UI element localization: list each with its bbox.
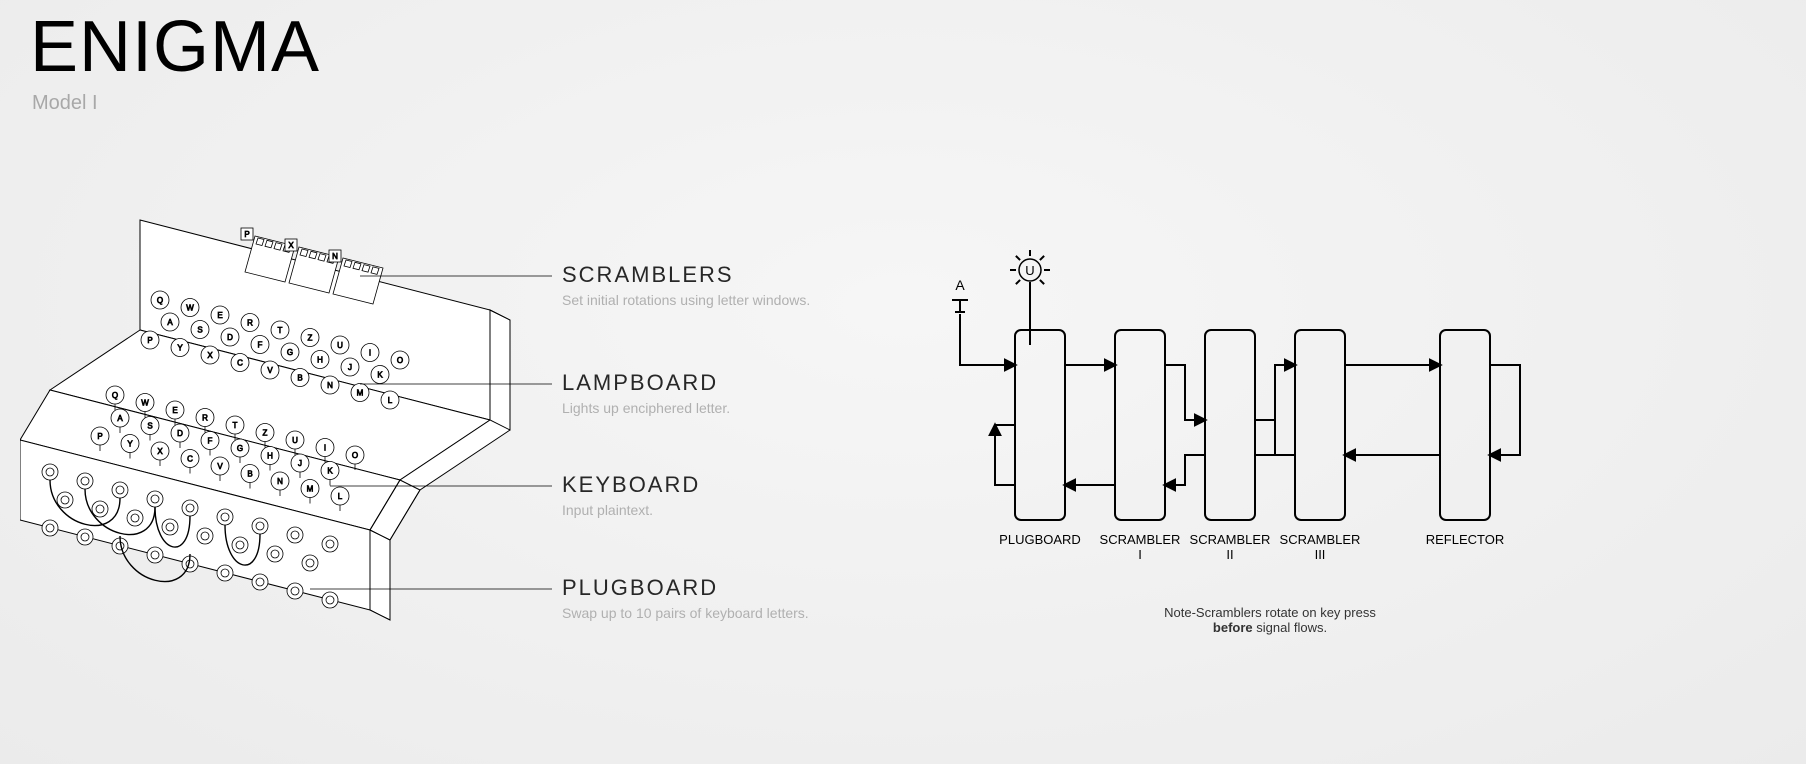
svg-text:H: H xyxy=(267,452,273,461)
svg-text:X: X xyxy=(288,241,294,250)
svg-text:P: P xyxy=(97,432,102,441)
svg-text:I: I xyxy=(324,444,326,453)
flow-note: Note-Scramblers rotate on key press befo… xyxy=(1140,605,1400,635)
svg-text:E: E xyxy=(172,406,177,415)
callout-subtitle: Swap up to 10 pairs of keyboard letters. xyxy=(562,605,809,621)
svg-text:L: L xyxy=(388,396,393,405)
svg-text:J: J xyxy=(348,363,352,372)
svg-text:N: N xyxy=(332,252,338,261)
enigma-device-illustration: P X N Q W E R T Z U I O A S D F G H J K P Y X C V B N M L Q W E R T Z U I O… xyxy=(20,150,540,670)
callout-subtitle: Set initial rotations using letter windo… xyxy=(562,292,810,308)
svg-text:G: G xyxy=(287,348,293,357)
svg-text:N: N xyxy=(277,477,283,486)
svg-text:R: R xyxy=(247,319,253,328)
page-subtitle: Model I xyxy=(32,92,98,115)
svg-text:Z: Z xyxy=(308,334,313,343)
svg-text:B: B xyxy=(247,470,252,479)
svg-text:L: L xyxy=(338,492,343,501)
svg-text:B: B xyxy=(297,374,302,383)
svg-text:V: V xyxy=(217,462,223,471)
svg-text:V: V xyxy=(267,366,273,375)
svg-text:G: G xyxy=(237,444,243,453)
callout-plugboard: PLUGBOARD Swap up to 10 pairs of keyboar… xyxy=(562,575,809,621)
flow-box-label: PLUGBOARD xyxy=(990,532,1090,547)
svg-text:P: P xyxy=(244,230,249,239)
svg-text:X: X xyxy=(157,447,163,456)
svg-text:A: A xyxy=(117,414,123,423)
svg-text:D: D xyxy=(177,429,183,438)
svg-text:E: E xyxy=(217,311,222,320)
svg-text:O: O xyxy=(352,451,358,460)
svg-text:A: A xyxy=(955,277,965,293)
svg-text:S: S xyxy=(147,422,152,431)
svg-text:T: T xyxy=(233,421,238,430)
callout-title: PLUGBOARD xyxy=(562,575,809,601)
callout-keyboard: KEYBOARD Input plaintext. xyxy=(562,472,700,518)
callout-lampboard: LAMPBOARD Lights up enciphered letter. xyxy=(562,370,730,416)
svg-text:T: T xyxy=(278,326,283,335)
svg-text:N: N xyxy=(327,381,333,390)
svg-text:W: W xyxy=(141,399,149,408)
svg-text:J: J xyxy=(298,459,302,468)
callout-title: SCRAMBLERS xyxy=(562,262,810,288)
svg-text:M: M xyxy=(307,485,314,494)
svg-text:Z: Z xyxy=(263,429,268,438)
svg-text:U: U xyxy=(292,436,298,445)
svg-text:S: S xyxy=(197,326,202,335)
svg-text:K: K xyxy=(327,467,333,476)
callout-title: LAMPBOARD xyxy=(562,370,730,396)
svg-text:Q: Q xyxy=(157,296,163,305)
callout-subtitle: Input plaintext. xyxy=(562,502,700,518)
callout-subtitle: Lights up enciphered letter. xyxy=(562,400,730,416)
svg-text:F: F xyxy=(258,341,263,350)
flow-box-label: SCRAMBLERIII xyxy=(1270,532,1370,562)
svg-text:K: K xyxy=(377,371,383,380)
flow-box-label: SCRAMBLERII xyxy=(1180,532,1280,562)
callout-title: KEYBOARD xyxy=(562,472,700,498)
svg-text:O: O xyxy=(397,356,403,365)
callout-scramblers: SCRAMBLERS Set initial rotations using l… xyxy=(562,262,810,308)
svg-text:I: I xyxy=(369,349,371,358)
svg-text:R: R xyxy=(202,414,208,423)
svg-text:D: D xyxy=(227,333,233,342)
flow-box-label: REFLECTOR xyxy=(1415,532,1515,547)
svg-text:M: M xyxy=(357,389,364,398)
svg-text:F: F xyxy=(208,437,213,446)
svg-text:X: X xyxy=(207,351,213,360)
svg-text:P: P xyxy=(147,336,152,345)
svg-text:U: U xyxy=(1025,263,1034,278)
flow-box-label: SCRAMBLERI xyxy=(1090,532,1190,562)
svg-text:U: U xyxy=(337,341,343,350)
page-title: ENIGMA xyxy=(30,6,320,88)
svg-text:C: C xyxy=(237,359,243,368)
svg-text:Y: Y xyxy=(127,440,133,449)
svg-text:Y: Y xyxy=(177,344,183,353)
svg-text:Q: Q xyxy=(112,391,118,400)
svg-text:A: A xyxy=(167,318,173,327)
svg-text:C: C xyxy=(187,455,193,464)
svg-text:W: W xyxy=(186,304,194,313)
svg-text:H: H xyxy=(317,356,323,365)
